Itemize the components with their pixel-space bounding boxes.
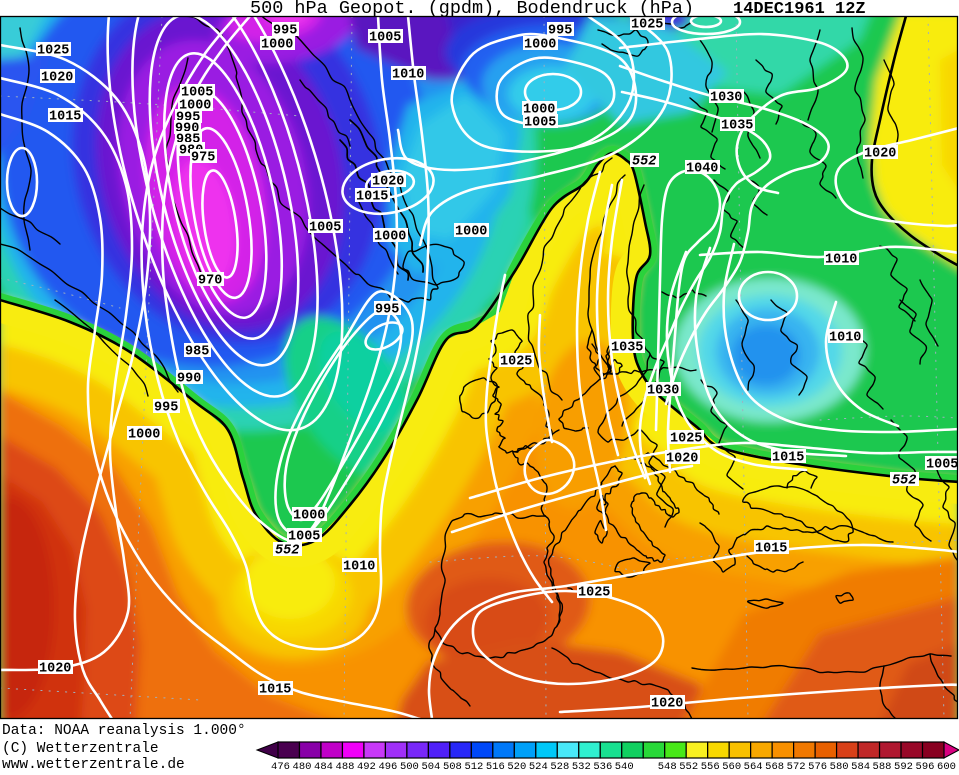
svg-text:1020: 1020 <box>372 175 404 190</box>
svg-text:1000: 1000 <box>523 103 555 118</box>
svg-text:1020: 1020 <box>864 147 896 162</box>
svg-text:1010: 1010 <box>392 68 424 83</box>
svg-text:496: 496 <box>378 761 397 770</box>
svg-text:970: 970 <box>198 274 222 289</box>
svg-text:995: 995 <box>548 24 572 39</box>
svg-text:564: 564 <box>744 761 763 770</box>
svg-text:1025: 1025 <box>500 355 532 370</box>
svg-text:572: 572 <box>787 761 806 770</box>
svg-text:560: 560 <box>722 761 741 770</box>
svg-text:540: 540 <box>615 761 634 770</box>
svg-text:552: 552 <box>632 155 656 170</box>
svg-text:568: 568 <box>765 761 784 770</box>
svg-text:1015: 1015 <box>772 451 804 466</box>
svg-text:524: 524 <box>529 761 548 770</box>
svg-text:1015: 1015 <box>49 110 81 125</box>
svg-text:1015: 1015 <box>356 190 388 205</box>
svg-text:1030: 1030 <box>647 384 679 399</box>
svg-text:1035: 1035 <box>721 119 753 134</box>
svg-text:1005: 1005 <box>369 31 401 46</box>
svg-text:488: 488 <box>336 761 355 770</box>
svg-text:528: 528 <box>550 761 569 770</box>
svg-text:552: 552 <box>679 761 698 770</box>
svg-text:1005: 1005 <box>524 116 556 131</box>
svg-text:1025: 1025 <box>578 586 610 601</box>
svg-text:1020: 1020 <box>651 697 683 712</box>
svg-text:1000: 1000 <box>261 38 293 53</box>
svg-text:1020: 1020 <box>39 662 71 677</box>
svg-text:552: 552 <box>892 474 916 489</box>
svg-text:500: 500 <box>400 761 419 770</box>
svg-text:556: 556 <box>701 761 720 770</box>
svg-text:www.wetterzentrale.de: www.wetterzentrale.de <box>2 757 185 770</box>
svg-text:532: 532 <box>572 761 591 770</box>
svg-text:492: 492 <box>357 761 376 770</box>
svg-text:576: 576 <box>808 761 827 770</box>
svg-text:1035: 1035 <box>611 341 643 356</box>
svg-text:1025: 1025 <box>670 432 702 447</box>
svg-text:1000: 1000 <box>293 509 325 524</box>
svg-text:985: 985 <box>185 345 209 360</box>
svg-text:580: 580 <box>830 761 849 770</box>
svg-text:1025: 1025 <box>37 44 69 59</box>
svg-text:1020: 1020 <box>41 71 73 86</box>
svg-text:1000: 1000 <box>455 225 487 240</box>
svg-text:512: 512 <box>464 761 483 770</box>
svg-text:480: 480 <box>293 761 312 770</box>
svg-text:476: 476 <box>271 761 290 770</box>
svg-text:1005: 1005 <box>181 86 213 101</box>
svg-text:975: 975 <box>191 151 215 166</box>
svg-text:1000: 1000 <box>374 230 406 245</box>
svg-text:995: 995 <box>154 401 178 416</box>
svg-text:990: 990 <box>177 372 201 387</box>
svg-text:504: 504 <box>421 761 440 770</box>
svg-text:552: 552 <box>275 544 299 559</box>
svg-text:584: 584 <box>851 761 870 770</box>
svg-text:1025: 1025 <box>631 18 663 33</box>
svg-text:1010: 1010 <box>343 560 375 575</box>
svg-text:600: 600 <box>937 761 956 770</box>
svg-text:548: 548 <box>658 761 677 770</box>
svg-text:484: 484 <box>314 761 333 770</box>
svg-text:(C) Wetterzentrale: (C) Wetterzentrale <box>2 741 159 757</box>
svg-text:1010: 1010 <box>829 331 861 346</box>
svg-text:14DEC1961 12Z: 14DEC1961 12Z <box>733 0 866 19</box>
svg-text:596: 596 <box>916 761 935 770</box>
svg-text:1030: 1030 <box>710 91 742 106</box>
svg-text:508: 508 <box>443 761 462 770</box>
svg-text:536: 536 <box>593 761 612 770</box>
svg-text:995: 995 <box>375 303 399 318</box>
svg-text:1005: 1005 <box>288 530 320 545</box>
svg-text:1015: 1015 <box>755 542 787 557</box>
svg-text:1000: 1000 <box>524 38 556 53</box>
svg-text:1005: 1005 <box>309 221 341 236</box>
svg-text:588: 588 <box>873 761 892 770</box>
svg-text:1015: 1015 <box>259 683 291 698</box>
svg-text:1000: 1000 <box>128 428 160 443</box>
svg-text:500 hPa Geopot. (gpdm), Bodend: 500 hPa Geopot. (gpdm), Bodendruck (hPa) <box>250 0 694 19</box>
svg-text:1020: 1020 <box>666 452 698 467</box>
svg-text:1040: 1040 <box>686 162 718 177</box>
svg-text:995: 995 <box>273 24 297 39</box>
svg-text:1005: 1005 <box>926 458 958 473</box>
svg-text:1010: 1010 <box>825 253 857 268</box>
svg-text:592: 592 <box>894 761 913 770</box>
svg-text:516: 516 <box>486 761 505 770</box>
svg-text:520: 520 <box>507 761 526 770</box>
svg-text:Data: NOAA reanalysis 1.000°: Data: NOAA reanalysis 1.000° <box>2 723 246 739</box>
